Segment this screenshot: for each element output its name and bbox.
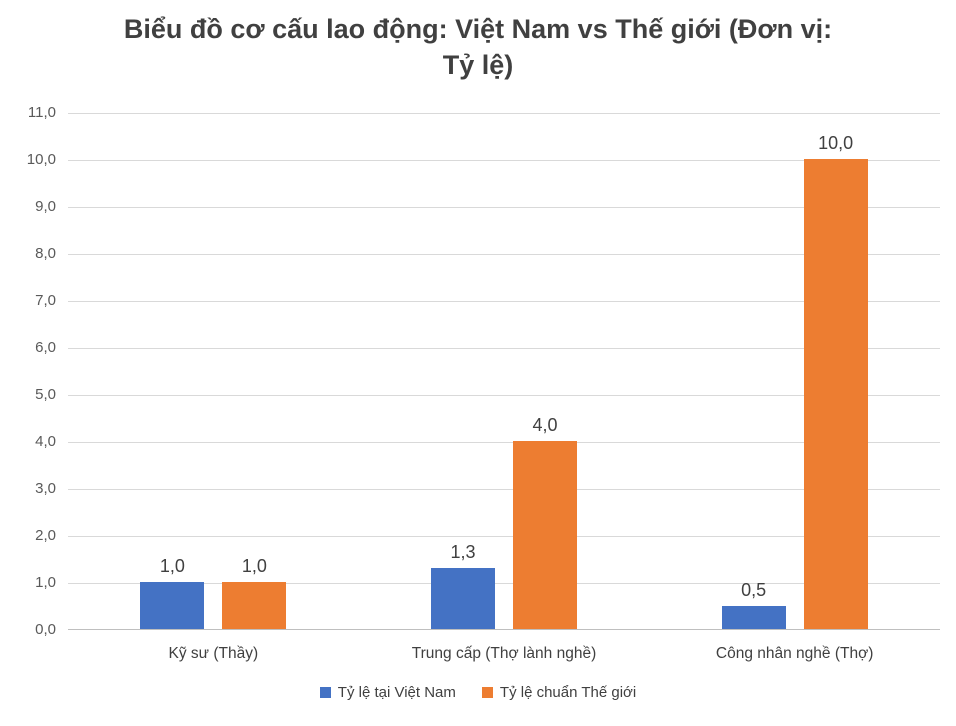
data-label: 10,0 [818,133,854,153]
plot-area [68,112,940,630]
y-axis-tick-label: 0,0 [35,621,56,638]
bar-vietnam-category-1 [431,567,495,629]
bar-vietnam-category-0 [140,582,205,629]
gridline [68,441,940,443]
gridline [68,394,940,396]
legend-label: Tỷ lệ tại Việt Nam [337,684,456,701]
y-axis-tick-label: 4,0 [35,433,56,450]
y-axis-tick-label: 5,0 [35,386,56,403]
data-label: 1,0 [159,556,185,576]
bar-world-category-2 [803,159,868,629]
y-axis-tick-label: 9,0 [35,198,56,215]
y-axis-tick-label: 1,0 [35,574,56,591]
y-axis-tick-label: 6,0 [35,339,56,356]
gridline [68,535,940,537]
gridline [68,347,940,349]
x-axis-category-label: Trung cấp (Thợ lành nghề) [411,645,597,662]
chart-title: Biểu đồ cơ cấu lao động: Việt Nam vs Thế… [123,14,833,80]
gridline [68,253,940,255]
bar-world-category-0 [222,582,287,629]
y-axis-tick-label: 10,0 [26,151,56,168]
y-axis-tick-label: 7,0 [35,292,56,309]
bar-vietnam-category-2 [721,605,786,629]
gridline [68,488,940,490]
x-axis-category-label: Kỹ sư (Thầy) [168,645,259,662]
legend: Tỷ lệ tại Việt Nam Tỷ lệ chuẩn Thế giới [0,684,956,701]
gridline [68,582,940,584]
data-label: 1,3 [450,541,476,562]
x-axis-category-label: Công nhân nghề (Thợ) [715,645,874,662]
gridline [68,206,940,208]
gridline [68,300,940,302]
gridline [68,112,940,114]
legend-label: Tỷ lệ chuẩn Thế giới [499,684,637,701]
legend-swatch-icon [319,687,331,698]
legend-item-world: Tỷ lệ chuẩn Thế giới [481,684,637,701]
legend-item-vietnam: Tỷ lệ tại Việt Nam [319,684,456,701]
y-axis-tick-label: 2,0 [35,527,56,544]
y-axis-tick-label: 3,0 [35,480,56,497]
bar-world-category-1 [513,441,577,629]
data-label: 4,0 [532,415,558,435]
y-axis-tick-label: 8,0 [35,245,56,262]
y-axis-tick-label: 11,0 [27,104,56,121]
data-label: 1,0 [241,556,267,576]
legend-swatch-icon [481,687,493,698]
gridline [68,159,940,161]
data-label: 0,5 [741,579,767,600]
